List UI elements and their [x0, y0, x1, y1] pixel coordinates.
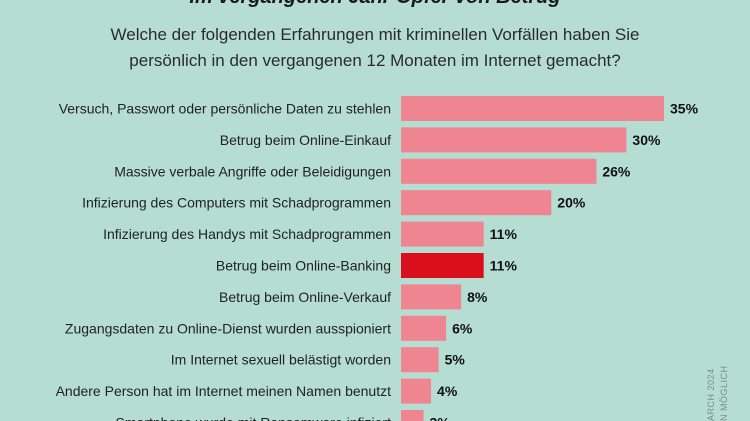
bar-2	[401, 127, 627, 153]
category-label-7: Betrug beim Online-Verkauf	[219, 289, 391, 305]
category-label-6: Betrug beim Online-Banking	[216, 258, 391, 274]
bar-5	[401, 221, 484, 247]
credit-line-1: ARCH 2024	[706, 368, 716, 421]
value-label-4: 20%	[557, 195, 586, 211]
bar-10	[401, 378, 432, 404]
category-label-10: Andere Person hat im Internet meinen Nam…	[56, 383, 392, 399]
chart-question: Welche der folgenden Erfahrungen mit kri…	[0, 22, 750, 74]
bar-6	[401, 253, 484, 278]
value-label-2: 30%	[632, 132, 661, 148]
category-label-4: Infizierung des Computers mit Schadprogr…	[82, 195, 391, 211]
value-label-8: 6%	[452, 320, 473, 336]
bar-9	[401, 347, 439, 373]
category-label-11: Smartphone wurde mit Ransomware infizier…	[116, 415, 392, 421]
value-label-10: 4%	[437, 383, 458, 399]
value-label-1: 35%	[670, 101, 699, 117]
bar-4	[401, 190, 552, 216]
category-label-9: Im Internet sexuell belästigt worden	[171, 352, 391, 368]
bar-11	[401, 410, 424, 421]
value-label-5: 11%	[490, 226, 518, 242]
chart-title: Im vergangenen Jahr Opfer von Betrug	[0, 0, 750, 9]
category-label-1: Versuch, Passwort oder persönliche Daten…	[59, 101, 391, 117]
category-label-8: Zugangsdaten zu Online-Dienst wurden aus…	[65, 320, 391, 336]
bar-8	[401, 315, 447, 341]
bar-1	[401, 96, 664, 121]
question-line-1: Welche der folgenden Erfahrungen mit kri…	[110, 25, 640, 44]
category-label-2: Betrug beim Online-Einkauf	[220, 132, 391, 148]
category-label-5: Infizierung des Handys mit Schadprogramm…	[103, 226, 391, 242]
value-label-11: 3%	[430, 415, 451, 421]
bar-7	[401, 284, 462, 310]
source-credit: ARCH 2024 N MÖGLICH	[706, 351, 736, 421]
value-label-9: 5%	[445, 352, 466, 368]
category-label-3: Massive verbale Angriffe oder Beleidigun…	[114, 163, 391, 179]
question-line-2: persönlich in den vergangenen 12 Monaten…	[129, 51, 621, 70]
bar-3	[401, 158, 597, 184]
value-label-7: 8%	[467, 289, 488, 305]
value-label-6: 11%	[490, 258, 518, 274]
value-label-3: 26%	[602, 163, 631, 179]
credit-line-2: N MÖGLICH	[719, 365, 729, 421]
